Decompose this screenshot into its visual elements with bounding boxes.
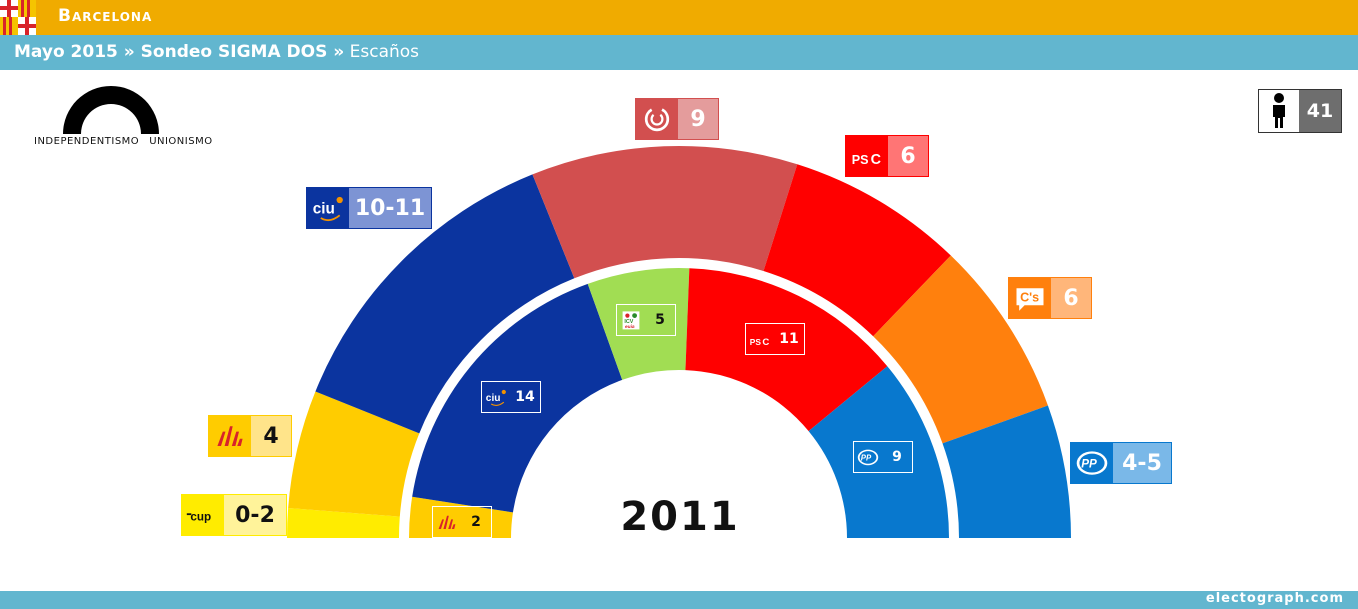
inner-slice-ciu — [412, 283, 623, 513]
legend-left-label: INDEPENDENTISMO — [34, 136, 140, 147]
svg-text:C's: C's — [1020, 291, 1039, 305]
svg-text:PS: PS — [852, 153, 869, 167]
svg-text:C: C — [871, 152, 881, 168]
outer-value-erc: 4 — [251, 416, 291, 456]
psc-logo-icon: PS C — [746, 324, 774, 354]
outer-label-cs: C's 6 — [1008, 277, 1092, 319]
psc-logo-icon: PS C — [846, 136, 888, 176]
hemicycle-chart — [287, 146, 1071, 538]
legend-right-label: UNIONISMO — [149, 136, 213, 147]
person-icon — [1273, 93, 1285, 128]
city-title: Barcelona — [58, 6, 153, 26]
erc-logo-icon — [433, 507, 461, 537]
outer-value-bcom: 9 — [678, 99, 718, 139]
outer-slice-cs — [873, 255, 1048, 444]
svg-text:PS: PS — [750, 336, 762, 346]
inner-ring-year: 2011 — [620, 494, 740, 540]
inner-label-psc: PS C 11 — [745, 323, 805, 355]
subtitle: Mayo 2015 » Sondeo SIGMA DOS » Escaños — [14, 42, 419, 62]
outer-slice-erc — [288, 391, 420, 517]
svg-text:PP: PP — [1081, 457, 1097, 470]
outer-value-cup: 0-2 — [224, 495, 286, 535]
inner-value-icveuia: 5 — [655, 312, 665, 328]
cup-logo-icon: cup — [182, 495, 224, 535]
outer-value-psc: 6 — [888, 136, 928, 176]
inner-label-icveuia: ICV euia 5 — [616, 304, 676, 336]
ciu-logo-icon: ciu — [482, 382, 510, 412]
svg-text:cup: cup — [190, 510, 211, 523]
outer-value-pp: 4-5 — [1113, 443, 1171, 483]
outer-slice-ciu — [315, 174, 575, 434]
total-seats-value: 41 — [1299, 90, 1341, 132]
svg-text:euia: euia — [625, 324, 635, 330]
outer-slice-psc — [763, 164, 951, 337]
svg-text:C: C — [762, 336, 769, 347]
inner-slice-psc — [685, 268, 888, 432]
bcom-logo-icon — [636, 99, 678, 139]
outer-value-cs: 6 — [1051, 278, 1091, 318]
svg-text:ciu: ciu — [486, 393, 501, 404]
ideology-legend: INDEPENDENTISMO UNIONISMO — [34, 136, 223, 147]
outer-label-erc: 4 — [208, 415, 292, 457]
top-bar — [0, 0, 1358, 35]
pp-logo-icon: PP — [1071, 443, 1113, 483]
outer-slice-cup — [287, 507, 400, 538]
outer-value-ciu: 10-11 — [349, 188, 431, 228]
outer-label-ciu: ciu 10-11 — [306, 187, 432, 229]
inner-label-pp: PP 9 — [853, 441, 913, 473]
bottom-bar — [0, 591, 1358, 609]
total-seats-box: 41 — [1258, 89, 1342, 133]
outer-label-pp: PP 4-5 — [1070, 442, 1172, 484]
inner-value-erc: 2 — [471, 514, 481, 530]
inner-value-ciu: 14 — [515, 389, 535, 405]
icveuia-logo-icon: ICV euia — [617, 305, 645, 335]
outer-label-cup: cup 0-2 — [181, 494, 287, 536]
outer-label-psc: PS C 6 — [845, 135, 929, 177]
inner-value-psc: 11 — [779, 331, 799, 347]
credit-text: electograph.com — [1205, 591, 1344, 606]
erc-logo-icon — [209, 416, 251, 456]
barcelona-flag-icon — [0, 0, 36, 35]
inner-label-erc: 2 — [432, 506, 492, 538]
ciu-logo-icon: ciu — [307, 188, 349, 228]
outer-label-bcom: 9 — [635, 98, 719, 140]
subtitle-bar — [0, 35, 1358, 70]
pp-logo-icon: PP — [854, 442, 882, 472]
cs-logo-icon: C's — [1009, 278, 1051, 318]
svg-text:PP: PP — [861, 453, 872, 462]
outer-slice-bcom — [532, 146, 798, 279]
subtitle-bold: Mayo 2015 » Sondeo SIGMA DOS » — [14, 42, 345, 62]
ideology-arch-icon — [63, 86, 159, 134]
inner-value-pp: 9 — [892, 449, 902, 465]
outer-slice-pp — [942, 405, 1071, 538]
subtitle-rest: Escaños — [344, 42, 420, 62]
inner-label-ciu: ciu 14 — [481, 381, 541, 413]
svg-text:ICV: ICV — [624, 318, 633, 324]
svg-text:ciu: ciu — [313, 200, 335, 217]
